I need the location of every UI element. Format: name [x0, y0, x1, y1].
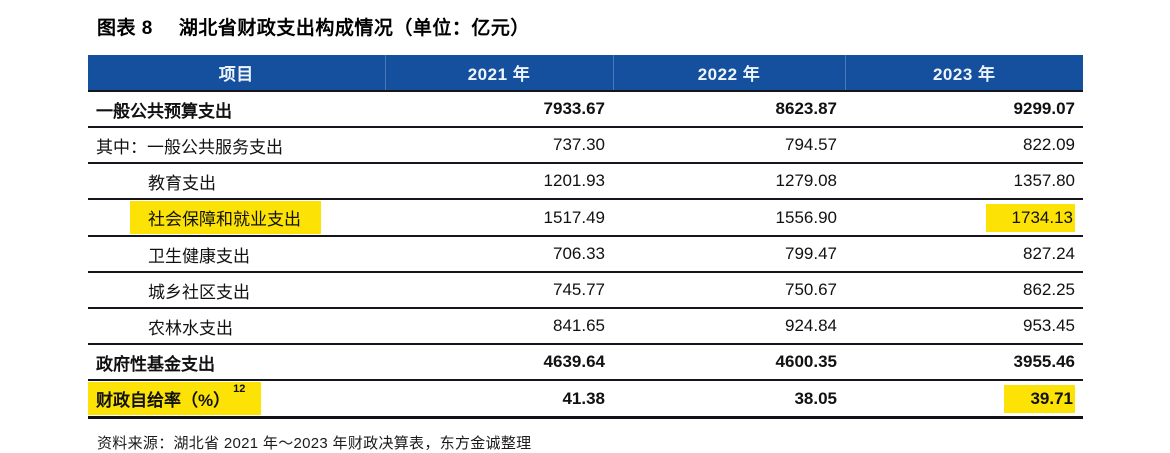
row-label-text: 财政自给率（%）	[96, 391, 231, 410]
value-2021: 7933.67	[385, 91, 613, 128]
table-row-education: 教育支出 1201.93 1279.08 1357.80	[88, 163, 1083, 200]
value-2021: 706.33	[385, 236, 613, 273]
value-2023: 1357.80	[845, 163, 1083, 200]
header-2022: 2022 年	[612, 55, 845, 92]
value-2023: 1734.13	[845, 199, 1083, 237]
row-label: 社会保障和就业支出	[88, 199, 385, 237]
chart-title-text: 湖北省财政支出构成情况（单位：亿元）	[178, 18, 530, 39]
row-label: 财政自给率（%）12	[88, 380, 385, 419]
value-2022: 794.57	[613, 127, 845, 164]
value-2023: 39.71	[845, 380, 1083, 419]
value-2022: 4600.35	[613, 344, 845, 381]
table-header: 项目 2021 年 2022 年 2023 年	[88, 55, 1083, 92]
table-row-social-security-employment: 社会保障和就业支出 1517.49 1556.90 1734.13	[88, 199, 1083, 237]
table-row-urban-rural-community: 城乡社区支出 745.77 750.67 862.25	[88, 272, 1083, 309]
value-2023: 822.09	[845, 127, 1083, 164]
fiscal-expenditure-table: 项目 2021 年 2022 年 2023 年 一般公共预算支出 7933.67…	[88, 55, 1083, 419]
value-2021: 4639.64	[385, 344, 613, 381]
table-row-government-funds: 政府性基金支出 4639.64 4600.35 3955.46	[88, 344, 1083, 381]
header-row: 项目 2021 年 2022 年 2023 年	[88, 55, 1083, 92]
row-label: 卫生健康支出	[88, 236, 385, 273]
value-2021: 745.77	[385, 272, 613, 309]
data-source-note: 资料来源：湖北省 2021 年～2023 年财政决算表，东方金诚整理	[97, 435, 532, 452]
header-2023: 2023 年	[844, 55, 1083, 92]
value-2022: 8623.87	[613, 91, 845, 128]
value-2021: 1201.93	[385, 163, 613, 200]
value-2022: 1556.90	[613, 199, 845, 237]
footnote-superscript: 12	[233, 383, 246, 395]
highlighted-value: 39.71	[1004, 384, 1075, 413]
highlighted-value: 1734.13	[985, 203, 1075, 232]
value-2021: 841.65	[385, 308, 613, 345]
row-label: 教育支出	[88, 163, 385, 200]
value-2023: 953.45	[845, 308, 1083, 345]
value-2022: 924.84	[613, 308, 845, 345]
chart-number-label: 图表 8	[97, 18, 153, 39]
value-2023: 862.25	[845, 272, 1083, 309]
row-label: 城乡社区支出	[88, 272, 385, 309]
highlighted-label: 财政自给率（%）12	[88, 382, 262, 415]
table-row-general-public-services: 其中：一般公共服务支出 737.30 794.57 822.09	[88, 127, 1083, 164]
row-label: 其中：一般公共服务支出	[88, 127, 385, 164]
header-2021: 2021 年	[384, 55, 613, 92]
value-2022: 38.05	[613, 380, 845, 419]
value-2021: 737.30	[385, 127, 613, 164]
value-2023: 3955.46	[845, 344, 1083, 381]
row-label: 农林水支出	[88, 308, 385, 345]
highlighted-label: 社会保障和就业支出	[130, 201, 321, 234]
table-row-agriculture-forestry-water: 农林水支出 841.65 924.84 953.45	[88, 308, 1083, 345]
value-2022: 1279.08	[613, 163, 845, 200]
chart-title: 图表 8 湖北省财政支出构成情况（单位：亿元）	[0, 0, 1170, 40]
value-2021: 41.38	[385, 380, 613, 419]
value-2023: 827.24	[845, 236, 1083, 273]
value-2021: 1517.49	[385, 199, 613, 237]
table-row-health: 卫生健康支出 706.33 799.47 827.24	[88, 236, 1083, 273]
row-label: 政府性基金支出	[88, 344, 385, 381]
value-2022: 750.67	[613, 272, 845, 309]
table-row-general-public-budget: 一般公共预算支出 7933.67 8623.87 9299.07	[88, 91, 1083, 128]
value-2023: 9299.07	[845, 91, 1083, 128]
value-2022: 799.47	[613, 236, 845, 273]
table-row-fiscal-self-sufficiency: 财政自给率（%）12 41.38 38.05 39.71	[88, 380, 1083, 419]
header-item: 项目	[88, 55, 385, 92]
row-label: 一般公共预算支出	[88, 91, 385, 128]
